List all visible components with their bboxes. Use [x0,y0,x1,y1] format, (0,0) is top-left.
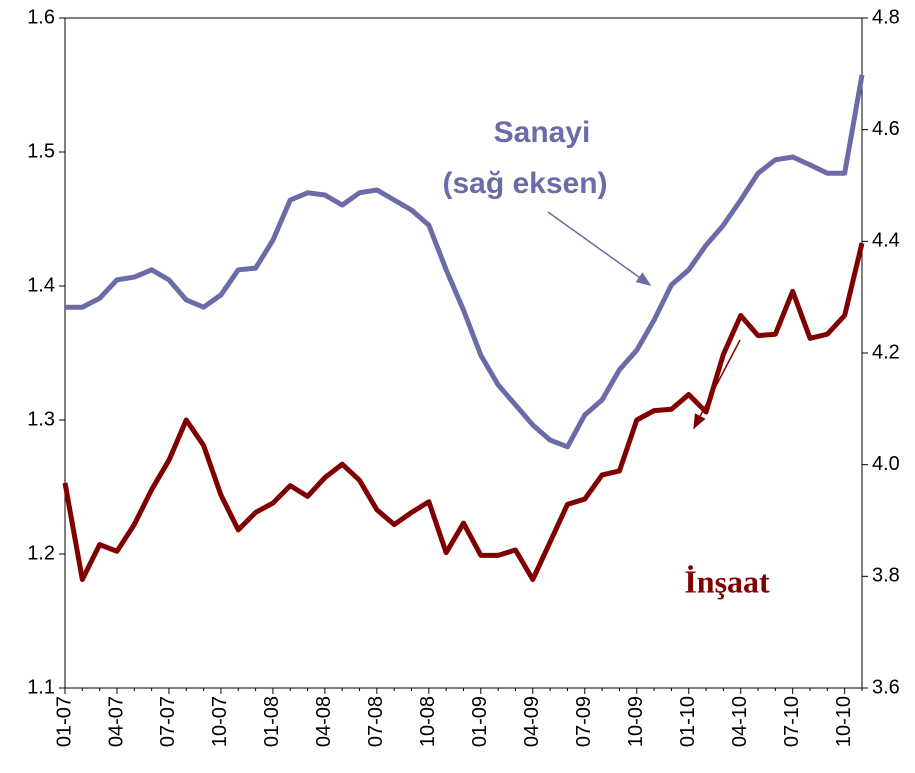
y-tick-label: 1.2 [27,542,55,564]
y-tick-label: 1.3 [27,408,55,430]
y2-tick-label: 4.8 [872,6,900,28]
series-line [62,242,865,582]
x-tick-label: 07-09 [573,696,595,747]
x-tick-label: 04-09 [521,696,543,747]
y2-tick-label: 4.0 [872,453,900,475]
y-tick-label: 1.1 [27,676,55,698]
x-tick-label: 01-07 [53,696,75,747]
x-tick-label: 07-10 [781,696,803,747]
y2-tick-label: 3.6 [872,676,900,698]
x-tick-label: 01-09 [469,696,491,747]
annotation: (sağ eksen) [442,167,607,200]
x-tick-label: 07-07 [157,696,179,747]
x-tick-label: 10-10 [833,696,855,747]
x-tick-label: 07-08 [365,696,387,747]
x-tick-label: 04-08 [313,696,335,747]
y2-tick-label: 3.8 [872,565,900,587]
x-tick-label: 10-07 [209,696,231,747]
y-tick-label: 1.6 [27,6,55,28]
arrow [547,211,652,286]
x-tick-label: 04-10 [729,696,751,747]
x-tick-label: 10-08 [417,696,439,747]
x-tick-label: 01-08 [261,696,283,747]
annotation: Sanayi [494,116,591,149]
y-tick-label: 1.4 [27,274,55,296]
y2-tick-label: 4.6 [872,118,900,140]
y-tick-label: 1.5 [27,140,55,162]
annotation: İnşaat [684,563,770,599]
series-line [65,74,865,450]
x-tick-label: 10-09 [625,696,647,747]
x-tick-label: 01-10 [677,696,699,747]
y2-tick-label: 4.4 [872,230,900,252]
y2-tick-label: 4.2 [872,341,900,363]
x-tick-label: 04-07 [105,696,127,747]
